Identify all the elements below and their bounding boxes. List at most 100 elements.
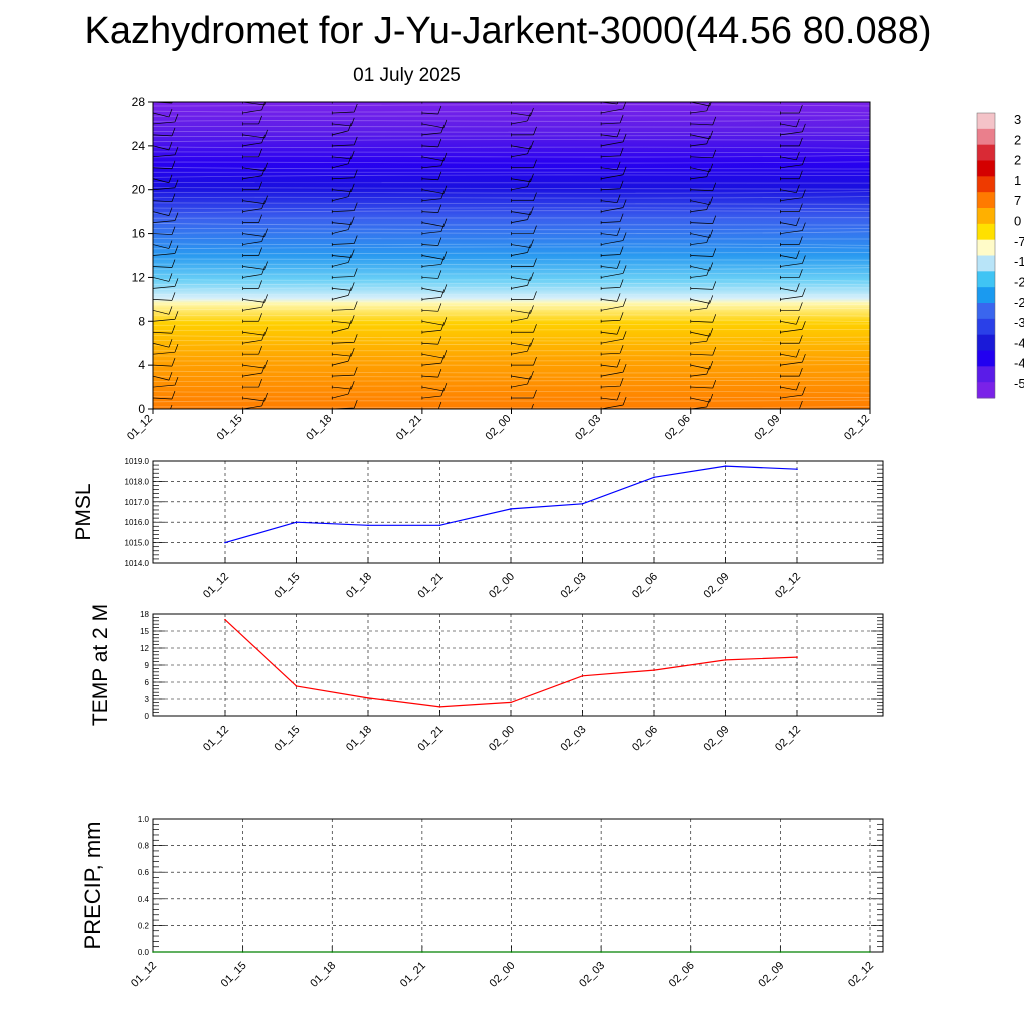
contour-line	[153, 196, 870, 199]
wind-barb	[242, 364, 265, 377]
colorbar-label: 7	[1014, 193, 1021, 208]
wind-barb	[421, 336, 442, 345]
wind-barb	[332, 102, 334, 103]
wind-barb	[511, 310, 531, 322]
wind-barb	[421, 105, 442, 115]
data-point	[421, 951, 423, 953]
wind-barb	[421, 237, 442, 246]
wind-barb	[601, 147, 624, 158]
wind-barb	[511, 375, 531, 388]
wind-barb	[511, 173, 534, 183]
data-point	[869, 951, 871, 953]
colorbar-swatch	[977, 176, 995, 193]
wind-barb	[690, 295, 714, 304]
wind-barb	[421, 190, 445, 202]
wind-barb	[332, 155, 352, 169]
wind-barb	[511, 403, 534, 409]
wind-barb	[153, 108, 173, 118]
wind-barb	[511, 107, 534, 117]
y-tick-label: 0.4	[138, 895, 150, 904]
colorbar-swatch	[977, 287, 995, 304]
wind-barb	[601, 166, 627, 180]
wind-barb	[690, 314, 717, 323]
wind-barb	[421, 303, 442, 312]
contour-line	[153, 390, 870, 394]
wind-barb	[153, 325, 176, 334]
wind-barb	[421, 284, 448, 293]
wind-barb	[601, 396, 627, 409]
colorbar-label: -4	[1014, 335, 1024, 350]
wind-barb	[869, 288, 870, 289]
wind-barb	[870, 403, 895, 411]
colorbar-label: 1	[1014, 173, 1021, 188]
data-point	[724, 465, 727, 467]
wind-barb	[332, 117, 355, 127]
y-tick-label: 0	[138, 402, 145, 416]
contour-line	[153, 399, 870, 403]
wind-barb	[690, 365, 711, 377]
wind-barb	[601, 363, 627, 377]
wind-barb	[780, 386, 806, 399]
x-tick-label: 01_21	[416, 571, 446, 601]
wind-barb	[242, 195, 268, 205]
wind-barb	[332, 216, 355, 225]
data-point	[510, 701, 512, 704]
y-axis-label: PRECIP, mm	[80, 822, 105, 950]
y-tick-label: 15	[140, 627, 149, 636]
data-point	[724, 659, 727, 661]
wind-barb	[242, 214, 262, 223]
y-tick-label: 8	[138, 314, 145, 328]
wind-barb	[780, 123, 806, 136]
wind-barb	[242, 280, 262, 289]
wind-barb	[421, 185, 448, 195]
y-tick-label: 9	[145, 661, 150, 670]
data-point	[224, 541, 226, 544]
precipitation-panel: 0.0 0.2 0.4 0.6 0.8 1.0 01_12 01_15 01_18 01_21 02…	[80, 815, 884, 990]
wind-barb	[332, 301, 358, 311]
x-tick-label: 02_09	[756, 960, 786, 990]
wind-barb	[421, 368, 442, 378]
wind-barb	[153, 226, 176, 235]
wind-barb	[153, 404, 173, 409]
wind-barb	[332, 380, 355, 390]
x-tick-label: 01_12	[129, 960, 159, 990]
wind-barb	[869, 134, 870, 135]
wind-barb	[690, 234, 711, 245]
x-tick-label: 02_06	[630, 571, 660, 601]
wind-barb	[511, 112, 531, 125]
y-tick-label: 6	[145, 678, 150, 687]
wind-barb	[601, 180, 624, 191]
wind-barb	[601, 331, 627, 344]
wind-barb	[690, 347, 717, 356]
colorbar-swatch	[977, 192, 995, 209]
wind-barb	[601, 232, 627, 245]
wind-barb	[869, 255, 870, 256]
colorbar-swatch	[977, 255, 995, 272]
data-point	[600, 951, 602, 953]
wind-barb	[780, 137, 803, 147]
wind-barb	[421, 251, 448, 260]
wind-barb	[690, 215, 717, 224]
data-point	[653, 476, 655, 479]
wind-barb	[869, 343, 870, 344]
y-tick-label: 18	[140, 610, 149, 619]
contour-line	[153, 314, 870, 317]
plot-frame	[152, 818, 884, 953]
y-tick-label: 1019.0	[125, 457, 150, 466]
colorbar-swatch	[977, 366, 995, 383]
y-axis-label: PMSL	[72, 483, 95, 540]
wind-barb	[153, 273, 173, 282]
x-tick-label: 01_15	[273, 724, 303, 754]
wind-barb	[511, 343, 531, 355]
wind-barb	[869, 266, 870, 267]
x-tick-label: 01_21	[394, 413, 424, 443]
wind-barb	[869, 178, 870, 180]
x-tick-label: 02_06	[663, 413, 693, 443]
data-point	[367, 697, 369, 699]
wind-barb	[421, 387, 445, 399]
wind-barb	[421, 223, 445, 234]
wind-barb	[421, 317, 448, 326]
data-point	[581, 503, 584, 505]
wind-barb	[242, 162, 268, 172]
wind-barb	[780, 367, 803, 377]
